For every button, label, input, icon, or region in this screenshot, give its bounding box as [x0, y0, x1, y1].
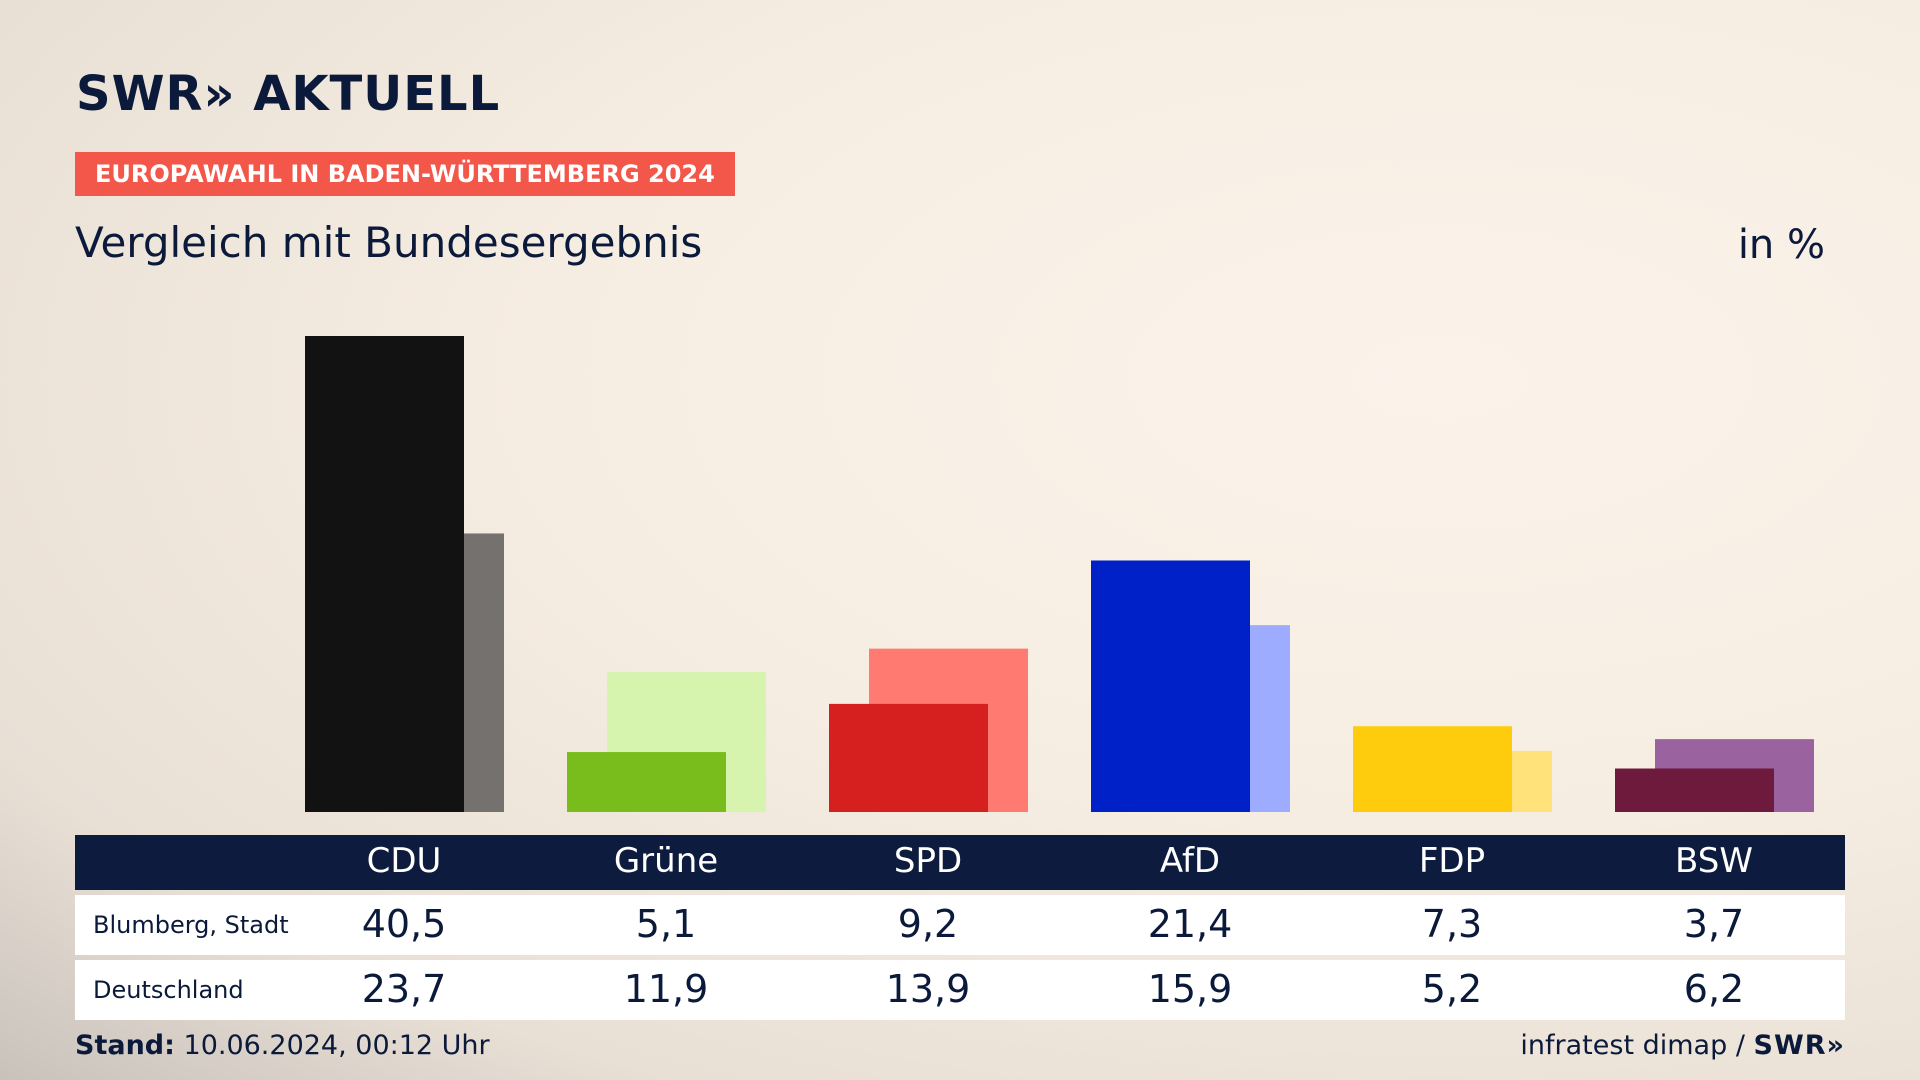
table-header: CDU Grüne SPD AfD FDP BSW: [75, 835, 1845, 890]
bar-blumberg-cdu: [305, 336, 464, 812]
stand-value: 10.06.2024, 00:12 Uhr: [183, 1030, 490, 1061]
bar-chart: [305, 336, 1814, 812]
value-cell: 9,2: [897, 902, 959, 946]
bar-blumberg-spd: [829, 703, 988, 812]
results-table: CDU Grüne SPD AfD FDP BSW Blumberg, Stad…: [75, 835, 1845, 1020]
value-cell: 11,9: [623, 967, 709, 1011]
value-cell: 15,9: [1147, 967, 1233, 1011]
table-row: Deutschland 23,7 11,9 13,9 15,9 5,2 6,2: [75, 960, 1845, 1020]
header-bsw: BSW: [1675, 841, 1753, 881]
swr-small-logo: SWR»: [1753, 1030, 1845, 1061]
chart-title: Vergleich mit Bundesergebnis: [75, 218, 703, 267]
header-cdu: CDU: [366, 841, 442, 881]
header-gruene: Grüne: [613, 841, 719, 881]
value-cell: 40,5: [361, 902, 447, 946]
value-cell: 23,7: [361, 967, 447, 1011]
value-cell: 13,9: [885, 967, 971, 1011]
timestamp: Stand: 10.06.2024, 00:12 Uhr: [75, 1030, 490, 1061]
value-cell: 5,1: [635, 902, 697, 946]
value-cell: 5,2: [1421, 967, 1483, 1011]
value-cell: 7,3: [1421, 902, 1483, 946]
bar-blumberg-bsw: [1615, 768, 1774, 812]
stand-label: Stand:: [75, 1030, 175, 1061]
value-cell: 21,4: [1147, 902, 1233, 946]
unit-label: in %: [1737, 222, 1825, 268]
table-row: Blumberg, Stadt 40,5 5,1 9,2 21,4 7,3 3,…: [75, 895, 1845, 955]
swr-aktuell-logo: SWR» AKTUELL: [76, 66, 501, 122]
header-fdp: FDP: [1418, 841, 1486, 881]
source-credit: infratest dimap / SWR»: [1520, 1030, 1845, 1061]
row-label: Deutschland: [93, 976, 244, 1004]
election-tag: EUROPAWAHL IN BADEN-WÜRTTEMBERG 2024: [75, 152, 735, 196]
value-cell: 3,7: [1683, 902, 1745, 946]
source-text: infratest dimap /: [1520, 1030, 1745, 1061]
value-cell: 6,2: [1683, 967, 1745, 1011]
row-label: Blumberg, Stadt: [93, 911, 289, 939]
header-spd: SPD: [893, 841, 963, 881]
header-afd: AfD: [1159, 841, 1221, 881]
bar-blumberg-fdp: [1353, 726, 1512, 812]
bar-blumberg-gruene: [567, 752, 726, 812]
bar-blumberg-afd: [1091, 560, 1250, 812]
